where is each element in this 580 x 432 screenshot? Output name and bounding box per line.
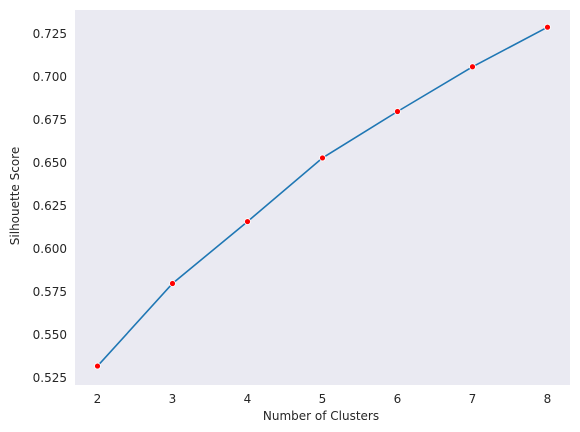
- x-tick-label: 6: [394, 392, 402, 406]
- x-tick-group: 2 3 4 5 6 7 8: [94, 392, 552, 406]
- y-tick-label: 0.650: [33, 156, 67, 170]
- y-tick-label: 0.600: [33, 242, 67, 256]
- x-tick-label: 3: [169, 392, 177, 406]
- data-points: [94, 23, 551, 370]
- y-tick-label: 0.625: [33, 199, 67, 213]
- x-tick-label: 4: [244, 392, 252, 406]
- x-tick-label: 8: [544, 392, 552, 406]
- y-tick-label: 0.700: [33, 70, 67, 84]
- data-point: [469, 63, 476, 71]
- data-point: [544, 23, 551, 31]
- y-tick-label: 0.525: [33, 371, 67, 385]
- y-tick-label: 0.575: [33, 285, 67, 299]
- y-tick-label: 0.550: [33, 328, 67, 342]
- x-tick-label: 7: [469, 392, 477, 406]
- y-axis-label: Silhouette Score: [8, 147, 22, 245]
- data-point: [319, 154, 326, 162]
- x-axis-label: Number of Clusters: [263, 409, 379, 423]
- y-tick-label: 0.675: [33, 113, 67, 127]
- plot-area: [75, 10, 570, 385]
- y-tick-label: 0.725: [33, 27, 67, 41]
- data-point: [244, 218, 251, 225]
- x-tick-label: 2: [94, 392, 102, 406]
- data-point: [169, 280, 176, 287]
- data-point: [94, 362, 101, 370]
- x-tick-label: 5: [319, 392, 327, 406]
- data-point: [394, 108, 401, 115]
- y-tick-group: 0.525 0.550 0.575 0.600 0.625 0.650 0.675 0.700…: [33, 27, 67, 385]
